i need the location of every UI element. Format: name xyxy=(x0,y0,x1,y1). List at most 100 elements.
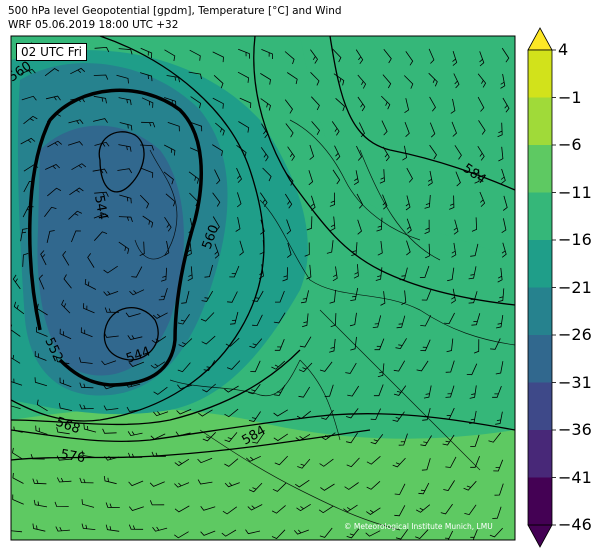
wind-barb xyxy=(94,231,108,241)
wind-barb xyxy=(125,382,141,388)
wind-barb xyxy=(330,313,337,328)
map-frame xyxy=(10,35,516,541)
wind-barb xyxy=(71,163,87,171)
wind-barb xyxy=(212,51,224,63)
wind-barb xyxy=(68,119,84,125)
wind-barb xyxy=(59,328,72,340)
wind-barb xyxy=(502,195,508,211)
wind-barb xyxy=(404,98,410,114)
wind-barb xyxy=(335,98,345,112)
wind-barb xyxy=(402,145,408,161)
wind-barb xyxy=(450,98,456,114)
wind-barb xyxy=(287,146,295,161)
wind-barb xyxy=(224,385,239,393)
wind-barb xyxy=(393,385,407,396)
wind-barb xyxy=(70,67,86,75)
wind-barb xyxy=(152,526,168,532)
wind-barb xyxy=(94,141,110,147)
wind-barb xyxy=(501,242,507,258)
wind-barb xyxy=(309,144,315,160)
wind-barb xyxy=(260,73,271,85)
wind-barb xyxy=(372,315,382,328)
wind-barb xyxy=(102,384,118,390)
wind-barb xyxy=(166,75,180,83)
wind-barb xyxy=(271,529,286,539)
map-subtitle: WRF 05.06.2019 18:00 UTC +32 xyxy=(8,19,179,31)
wind-barb xyxy=(294,479,310,488)
wind-barb xyxy=(224,408,239,418)
wind-barb xyxy=(284,99,293,114)
wind-barb xyxy=(102,428,117,434)
wind-barbs xyxy=(11,42,510,540)
wind-barb xyxy=(129,289,145,296)
wind-barb xyxy=(252,433,265,444)
wind-barb xyxy=(286,242,292,258)
wind-barb xyxy=(13,301,25,315)
wind-barb xyxy=(380,291,386,306)
wind-barb xyxy=(445,456,457,468)
wind-barb xyxy=(300,290,309,304)
wind-barb xyxy=(235,217,241,232)
wind-barb xyxy=(93,213,109,219)
wind-barb xyxy=(420,339,431,352)
wind-barb xyxy=(188,71,202,80)
wind-barb xyxy=(226,360,241,370)
wind-barb xyxy=(350,287,359,301)
wind-barb xyxy=(104,307,119,313)
wind-barb xyxy=(498,146,504,162)
wind-barb xyxy=(189,147,202,158)
wind-barb xyxy=(200,312,215,322)
colorbar-tick-label: −16 xyxy=(558,230,592,249)
wind-barb xyxy=(469,410,477,424)
wind-barb xyxy=(141,168,154,178)
wind-barb xyxy=(236,192,242,208)
wind-barb xyxy=(318,505,334,514)
wind-barb xyxy=(259,240,265,255)
wind-barb xyxy=(245,529,261,535)
map-title: 500 hPa level Geopotential [gpdm], Tempe… xyxy=(8,5,342,17)
wind-barb xyxy=(421,288,432,301)
wind-barb xyxy=(79,404,94,410)
wind-barb xyxy=(375,267,383,281)
wind-barb xyxy=(178,338,193,348)
wind-barb xyxy=(118,97,132,106)
wind-barb xyxy=(298,362,313,373)
wind-barb xyxy=(332,266,338,282)
wind-barb xyxy=(295,433,311,442)
wind-barb xyxy=(140,47,153,59)
wind-barb xyxy=(54,501,69,507)
wind-barb xyxy=(59,377,72,388)
wind-barb xyxy=(377,240,383,256)
wind-barb xyxy=(477,73,487,88)
wind-barb xyxy=(174,458,190,467)
wind-barb xyxy=(273,312,286,324)
wind-barb xyxy=(224,458,239,467)
wind-barb xyxy=(45,95,61,101)
wind-barb xyxy=(377,363,385,378)
wind-barb xyxy=(150,433,166,440)
colorbar-segment xyxy=(528,382,552,431)
wind-barb xyxy=(11,405,21,410)
wind-barb xyxy=(449,195,455,210)
wind-barb xyxy=(471,313,481,326)
wind-barb xyxy=(444,407,455,420)
wind-barb xyxy=(47,140,62,148)
wind-barb xyxy=(421,458,431,471)
wind-barb xyxy=(320,483,335,491)
wind-barb xyxy=(343,504,358,513)
wind-barb xyxy=(273,433,289,442)
wind-barb xyxy=(214,169,221,185)
wind-barb xyxy=(93,118,108,123)
wind-barb xyxy=(319,527,333,538)
wind-barb xyxy=(128,506,144,511)
wind-barb xyxy=(284,171,294,186)
wind-barb xyxy=(286,219,292,235)
wind-barb xyxy=(404,121,410,137)
wind-barb xyxy=(334,145,341,161)
wind-barb xyxy=(492,385,502,398)
wind-barb xyxy=(71,230,81,243)
wind-barb xyxy=(344,482,359,490)
wind-barb xyxy=(11,426,23,433)
wind-barb xyxy=(164,144,176,156)
wind-barb xyxy=(101,360,117,366)
